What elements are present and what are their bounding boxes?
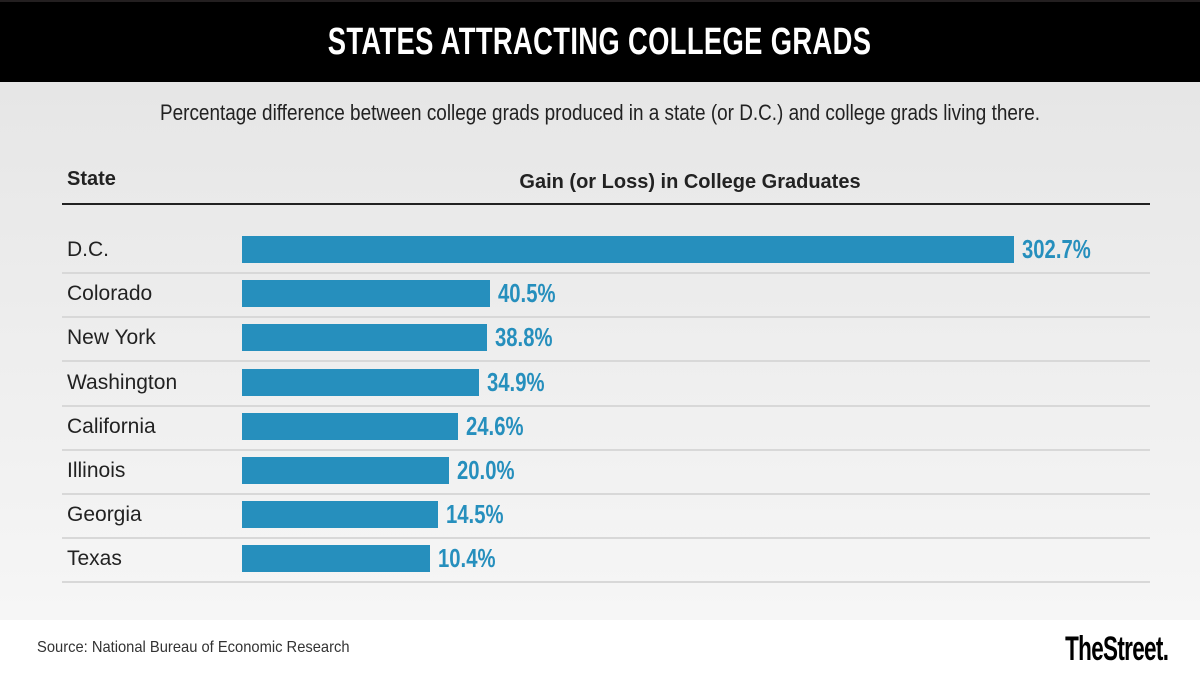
state-label: Texas <box>67 547 122 571</box>
state-label: Illinois <box>67 459 126 482</box>
bar <box>242 280 490 308</box>
bar-row: Illinois 20.0% <box>62 451 1150 495</box>
chart-panel <box>0 82 1200 620</box>
value-label: 302.7% <box>1022 234 1092 264</box>
bar <box>242 236 1015 263</box>
chart-title: STATES ATTRACTING COLLEGE GRADS <box>328 20 872 63</box>
row-divider <box>62 448 1150 451</box>
row-divider <box>62 493 1150 495</box>
bar-row: D.C. 302.7% <box>62 230 1150 274</box>
thestreet-logo: TheStreet. <box>1064 630 1169 668</box>
header-banner: STATES ATTRACTING COLLEGE GRADS <box>0 0 1200 82</box>
bar-row: Georgia 14.5% <box>62 495 1150 540</box>
state-label: D.C. <box>67 238 109 261</box>
state-label: Washington <box>67 370 178 394</box>
column-header-gain: Gain (or Loss) in College Graduates <box>519 171 861 193</box>
row-divider <box>62 316 1150 319</box>
bar <box>242 545 430 573</box>
row-divider <box>62 360 1150 363</box>
bar-row: New York 38.8% <box>62 318 1150 363</box>
value-label: 34.9% <box>486 366 545 397</box>
state-label: Georgia <box>67 503 142 527</box>
bar-row: Colorado 40.5% <box>62 274 1150 319</box>
header-divider <box>62 203 1150 205</box>
column-header-state: State <box>67 168 116 190</box>
value-label: 24.6% <box>466 410 524 441</box>
value-label: 40.5% <box>498 278 556 309</box>
row-divider <box>62 404 1150 407</box>
value-label: 38.8% <box>494 322 553 353</box>
bar-row: Washington 34.9% <box>62 363 1150 407</box>
value-label: 14.5% <box>446 499 504 530</box>
state-label: California <box>67 414 156 438</box>
value-label: 10.4% <box>437 543 496 574</box>
row-divider <box>62 272 1150 274</box>
source-note: Source: National Bureau of Economic Rese… <box>37 639 350 656</box>
row-divider <box>62 581 1150 584</box>
chart-subtitle: Percentage difference between college gr… <box>160 100 1040 125</box>
bar-row: California 24.6% <box>62 407 1150 451</box>
bar-row: Texas 10.4% <box>62 539 1150 584</box>
state-label: New York <box>67 326 156 350</box>
bar <box>242 324 487 352</box>
state-label: Colorado <box>67 282 153 306</box>
value-label: 20.0% <box>457 455 515 485</box>
bar <box>242 457 449 484</box>
row-divider <box>62 537 1150 540</box>
bar <box>242 501 438 529</box>
bar <box>242 368 479 396</box>
bar <box>242 412 459 440</box>
